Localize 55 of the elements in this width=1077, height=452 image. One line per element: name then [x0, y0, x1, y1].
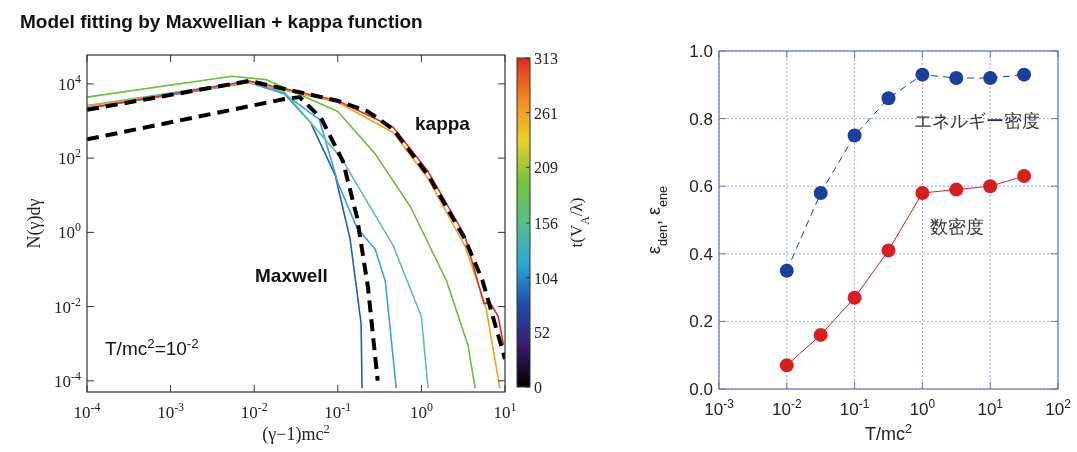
point	[847, 128, 862, 143]
color-bar-label: 313	[534, 50, 558, 67]
y-tick-label: 0.2	[689, 312, 713, 332]
point	[983, 179, 998, 194]
annotation: kappa	[415, 113, 471, 134]
color-bar-label: 104	[534, 269, 558, 287]
series-label: 数密度	[930, 216, 985, 237]
x-tick-label: 10$^{2}$	[1045, 397, 1072, 419]
x-tick-label: 10$^{-3}$	[704, 397, 735, 419]
point	[983, 71, 998, 86]
x-tick-label: 10$^{-2}$	[240, 400, 268, 422]
color-bar-label: 156	[534, 215, 558, 233]
point	[881, 91, 896, 106]
y-tick-label: 1.0	[689, 42, 713, 61]
point	[881, 243, 896, 258]
x-tick-label: 10$^{-1}$	[839, 397, 870, 419]
y-tick-label: 0.6	[689, 177, 713, 197]
x-tick-label: 10$^{-2}$	[772, 397, 802, 419]
point	[813, 327, 828, 342]
color-bar-label: 0	[534, 379, 542, 396]
point	[1017, 169, 1032, 184]
x-axis-title: (γ−1)mc$^{2}$	[262, 422, 330, 445]
point	[949, 182, 964, 197]
x-tick-label: 10$^{0}$	[909, 397, 936, 419]
x-tick-label: 10$^{0}$	[409, 400, 433, 422]
point	[847, 290, 862, 305]
y-tick-label: 0.8	[689, 109, 713, 129]
color-bar-label: 261	[534, 104, 558, 122]
y-tick-label: 10$^{-2}$	[54, 294, 82, 317]
y-tick-label: 0.0	[689, 380, 713, 399]
point	[1017, 67, 1032, 82]
series-label: エネルギー密度	[914, 110, 1041, 131]
point	[779, 263, 794, 278]
point	[915, 185, 930, 200]
annotation: T/mc$^{2}$=10$^{-2}$	[105, 335, 199, 359]
x-tick-label: 10$^{-3}$	[157, 400, 185, 422]
x-tick-label: 10$^{1}$	[977, 397, 1004, 419]
color-bar-label: 52	[534, 324, 550, 342]
point	[915, 67, 930, 82]
point	[779, 358, 794, 373]
x-tick-label: 10$^{-1}$	[324, 400, 352, 422]
y-tick-label: 10$^{-4}$	[54, 368, 82, 391]
x-axis-title: T/mc$^{2}$	[864, 422, 913, 444]
annotation: Maxwell	[255, 265, 328, 286]
y-tick-label: 0.4	[689, 244, 713, 264]
y-tick-label: 10$^{4}$	[58, 71, 82, 94]
y-tick-label: 10$^{2}$	[58, 146, 82, 169]
x-tick-label: 10$^{-4}$	[73, 400, 101, 422]
y-axis-title: N(γ)dγ	[24, 198, 45, 249]
point	[949, 71, 964, 86]
chart-title: Model fitting by Maxwellian + kappa function	[20, 11, 423, 32]
point	[813, 185, 828, 200]
y-tick-label: 10$^{0}$	[58, 220, 82, 243]
x-tick-label: 10$^{1}$	[493, 400, 517, 422]
color-bar-label: 209	[534, 159, 558, 177]
